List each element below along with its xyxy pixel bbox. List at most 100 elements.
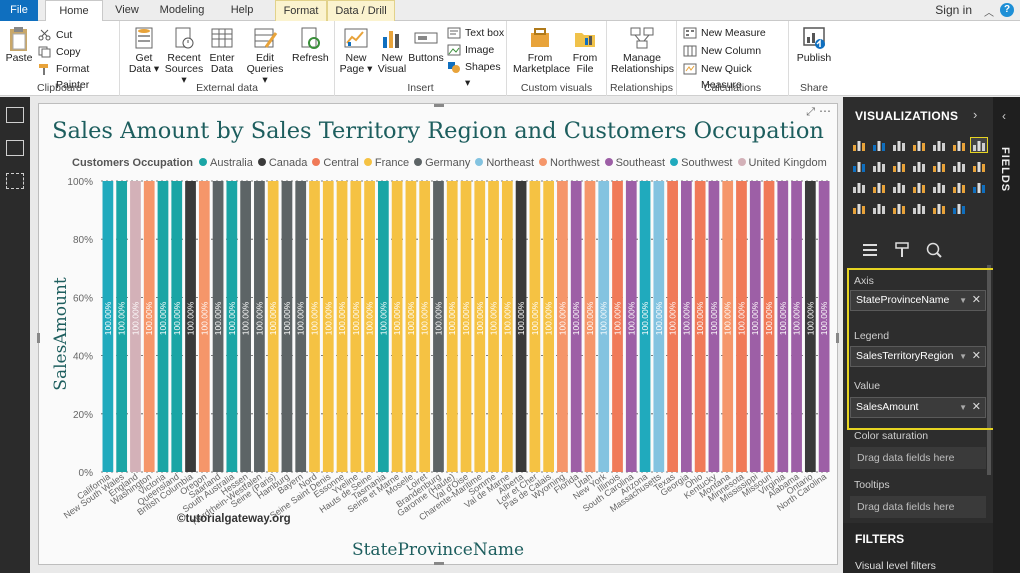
image-button[interactable]: Image bbox=[447, 42, 494, 58]
bar[interactable] bbox=[694, 181, 706, 472]
legend-item[interactable]: Central bbox=[312, 157, 359, 169]
bar[interactable] bbox=[143, 181, 155, 472]
visual-type-icon[interactable] bbox=[870, 137, 888, 153]
legend-item[interactable]: Canada bbox=[257, 157, 307, 169]
publish-button[interactable]: Publish bbox=[793, 25, 835, 64]
tab-home[interactable]: Home bbox=[45, 0, 103, 22]
visual-type-icon[interactable] bbox=[930, 200, 948, 216]
visual-type-icon[interactable] bbox=[850, 179, 868, 195]
visual-type-icon[interactable] bbox=[850, 200, 868, 216]
bar[interactable] bbox=[612, 181, 623, 472]
visual-type-icon[interactable] bbox=[890, 200, 908, 216]
bar[interactable] bbox=[419, 181, 431, 472]
manage-relationships-button[interactable]: Manage Relationships bbox=[611, 25, 674, 75]
collapse-pane-icon[interactable]: › bbox=[973, 107, 978, 122]
bar[interactable] bbox=[501, 181, 513, 472]
legend-item[interactable]: Southwest bbox=[670, 157, 733, 169]
refresh-button[interactable]: Refresh bbox=[292, 25, 329, 64]
cut-button[interactable]: Cut bbox=[38, 27, 72, 43]
bar[interactable] bbox=[570, 181, 582, 472]
pane-scrollbar[interactable] bbox=[987, 265, 991, 475]
bar[interactable] bbox=[336, 181, 348, 472]
buttons-button[interactable]: Buttons bbox=[408, 25, 444, 64]
shapes-button[interactable]: Shapes ▾ bbox=[447, 59, 506, 89]
bar[interactable] bbox=[543, 181, 555, 472]
bar[interactable] bbox=[405, 181, 417, 472]
bar[interactable] bbox=[557, 181, 568, 472]
visual-type-icon[interactable] bbox=[870, 200, 888, 216]
bar[interactable] bbox=[157, 181, 169, 472]
visual-type-icon[interactable] bbox=[930, 179, 948, 195]
bar[interactable] bbox=[598, 181, 610, 472]
tab-modeling[interactable]: Modeling bbox=[159, 4, 205, 16]
visual-type-icon[interactable] bbox=[910, 179, 928, 195]
bar[interactable] bbox=[804, 181, 816, 472]
resize-handle-right[interactable] bbox=[836, 333, 839, 343]
visual-type-icon[interactable] bbox=[870, 179, 888, 195]
resize-handle-bottom[interactable] bbox=[434, 562, 444, 565]
legend-field-dropdown-icon[interactable]: ▼ bbox=[959, 352, 967, 361]
bar[interactable] bbox=[515, 181, 527, 472]
bar[interactable] bbox=[584, 181, 596, 472]
legend-item[interactable]: Germany bbox=[414, 157, 470, 169]
from-file-button[interactable]: From File bbox=[569, 25, 601, 75]
bar[interactable] bbox=[791, 181, 802, 472]
focus-mode-icon[interactable]: ⤢ bbox=[806, 106, 815, 118]
visual-type-icon[interactable] bbox=[910, 137, 928, 153]
visual-type-icon[interactable] bbox=[890, 137, 908, 153]
value-field-remove-icon[interactable]: ✕ bbox=[971, 401, 981, 413]
collapse-ribbon-icon[interactable]: ︿ bbox=[984, 8, 994, 19]
sign-in-link[interactable]: Sign in bbox=[935, 3, 972, 17]
tab-view[interactable]: View bbox=[115, 4, 139, 16]
visual-type-icon[interactable] bbox=[950, 158, 968, 174]
bar[interactable] bbox=[364, 181, 375, 472]
bar[interactable] bbox=[226, 181, 238, 472]
visual-type-icon[interactable] bbox=[930, 158, 948, 174]
edit-queries-button[interactable]: Edit Queries ▾ bbox=[246, 25, 284, 86]
bar[interactable] bbox=[212, 181, 224, 472]
data-view-icon[interactable] bbox=[6, 140, 24, 156]
paste-button[interactable]: Paste bbox=[4, 25, 34, 64]
bar[interactable] bbox=[116, 181, 128, 472]
bar[interactable] bbox=[267, 181, 279, 472]
axis-field-dropdown-icon[interactable]: ▼ bbox=[959, 296, 967, 305]
new-quick-measure-button[interactable]: New Quick Measure bbox=[683, 61, 788, 91]
from-marketplace-button[interactable]: From Marketplace bbox=[513, 25, 570, 75]
visual-type-icon[interactable] bbox=[950, 200, 968, 216]
legend-item[interactable]: Northwest bbox=[539, 157, 600, 169]
bar[interactable] bbox=[185, 181, 196, 472]
bar[interactable] bbox=[433, 181, 444, 472]
value-field-dropdown-icon[interactable]: ▼ bbox=[959, 403, 967, 412]
visual-type-icon[interactable] bbox=[950, 179, 968, 195]
bar[interactable] bbox=[474, 181, 486, 472]
visual-type-icon[interactable] bbox=[970, 179, 988, 195]
axis-well-field[interactable]: StateProvinceName ▼ ✕ bbox=[850, 290, 986, 311]
bar[interactable] bbox=[763, 181, 775, 472]
bar[interactable] bbox=[446, 181, 458, 472]
visual-type-icon[interactable] bbox=[910, 158, 928, 174]
bar[interactable] bbox=[198, 181, 210, 472]
expand-fields-icon[interactable]: ‹ bbox=[1002, 109, 1006, 123]
bar[interactable] bbox=[130, 181, 141, 472]
bar[interactable] bbox=[460, 181, 472, 472]
format-paint-roller-icon[interactable] bbox=[893, 241, 911, 259]
resize-handle-left[interactable] bbox=[37, 333, 40, 343]
fields-wells-tab-icon[interactable] bbox=[861, 241, 879, 259]
copy-button[interactable]: Copy bbox=[38, 44, 81, 60]
tab-data-drill[interactable]: Data / Drill bbox=[327, 0, 395, 21]
visual-type-icon[interactable] bbox=[910, 200, 928, 216]
new-visual-button[interactable]: New Visual bbox=[375, 25, 409, 75]
bar[interactable] bbox=[281, 181, 293, 472]
legend-item[interactable]: Southeast bbox=[604, 157, 665, 169]
help-icon[interactable]: ? bbox=[1000, 3, 1014, 17]
format-painter-button[interactable]: Format Painter bbox=[38, 61, 119, 91]
legend-well-field[interactable]: SalesTerritoryRegion ▼ ✕ bbox=[850, 346, 986, 367]
legend-item[interactable]: Australia bbox=[199, 157, 253, 169]
bar[interactable] bbox=[309, 181, 320, 472]
visual-type-icon[interactable] bbox=[970, 137, 988, 153]
legend-field-remove-icon[interactable]: ✕ bbox=[971, 350, 981, 362]
enter-data-button[interactable]: Enter Data bbox=[206, 25, 238, 75]
bar[interactable] bbox=[529, 181, 541, 472]
axis-field-remove-icon[interactable]: ✕ bbox=[971, 294, 981, 306]
tooltips-drop-zone[interactable]: Drag data fields here bbox=[850, 496, 986, 518]
